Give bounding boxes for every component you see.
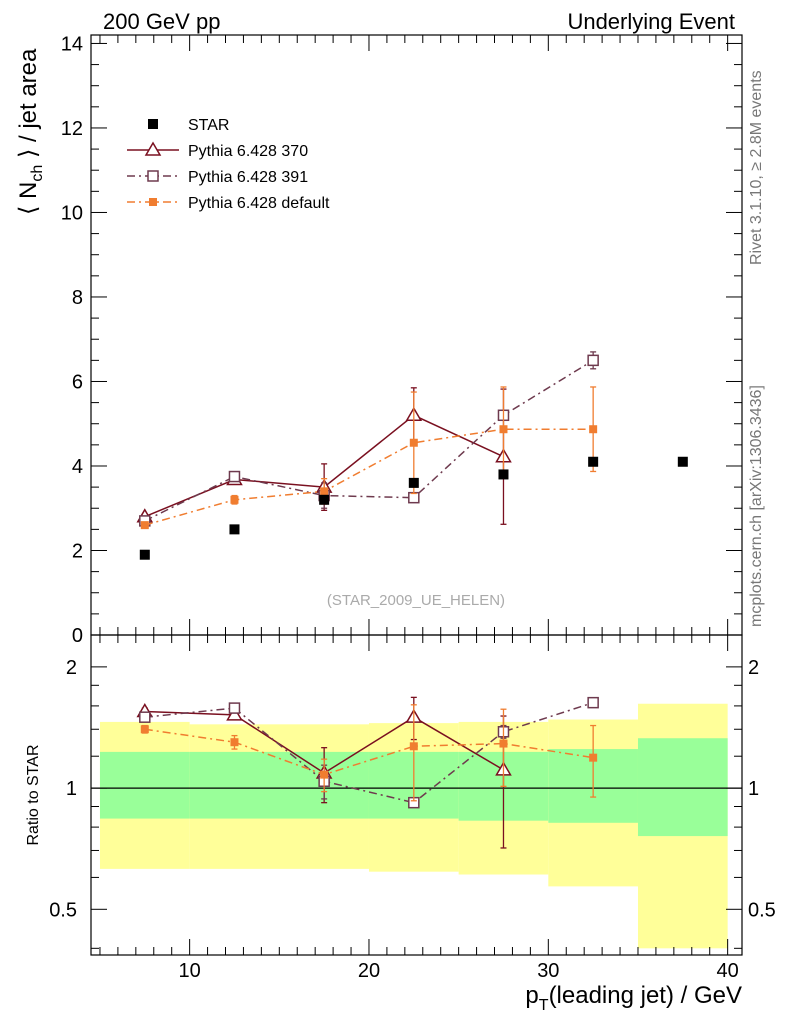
legend-label: Pythia 6.428 default [188, 195, 330, 212]
legend-marker [144, 141, 162, 156]
ratio-y-tick-label-right: 1 [748, 778, 759, 800]
main-panel: 0 2 4 6 8 10 12 14 ⟨ Nch ⟩ / jet area (STAR_200… [15, 33, 743, 647]
uncertainty-band-inner [637, 738, 728, 837]
main-y-tick-label: 6 [72, 371, 83, 393]
star-data-point [408, 477, 419, 488]
star-data-point [319, 494, 330, 505]
ratio-y-tick-label: 1 [66, 778, 77, 800]
ratio-data-point [226, 706, 243, 721]
main-y-tick-label: 14 [61, 33, 83, 55]
ratio-ticks: 0.5 0.5 1 1 2 2 10 20 30 40 [49, 635, 776, 982]
ratio-panel-frame [90, 634, 743, 956]
collision-label: 200 GeV pp [103, 9, 220, 34]
legend-label: Pythia 6.428 370 [188, 143, 308, 160]
ratio-y-tick-label-right: 2 [748, 657, 759, 679]
main-series [136, 351, 688, 560]
star-data-point [229, 524, 240, 535]
ratio-data-point [140, 725, 149, 734]
x-tick-label: 20 [358, 960, 380, 982]
star-data-point [498, 469, 509, 480]
main-y-ticks: 0 2 4 6 8 10 12 14 [61, 33, 742, 647]
ratio-data-point [589, 753, 598, 762]
ratio-series-line [144, 728, 594, 776]
data-point [408, 491, 420, 504]
x-tick-label: 10 [179, 960, 201, 982]
ratio-data-point [230, 738, 239, 747]
ratio-panel: 0.5 0.5 1 1 2 2 10 20 30 40 Ratio to STAR pT(lead… [25, 634, 776, 1014]
series-line [144, 359, 594, 522]
legend-label: Pythia 6.428 391 [188, 169, 308, 186]
ratio-series [136, 696, 599, 849]
data-point [140, 521, 149, 530]
ratio-y-tick-label: 0.5 [49, 899, 77, 921]
analysis-label: Underlying Event [567, 9, 735, 34]
ratio-data-point [499, 739, 508, 748]
ratio-series-line [144, 701, 594, 804]
main-y-tick-label: 8 [72, 287, 83, 309]
star-data-point [139, 549, 150, 560]
star-data-point [677, 456, 688, 467]
legend-marker [147, 170, 159, 182]
x-tick-label: 30 [537, 960, 559, 982]
ratio-y-label: Ratio to STAR [25, 744, 42, 845]
ratio-data-point [320, 770, 329, 779]
data-point [409, 438, 418, 447]
ratio-y-tick-label-right: 0.5 [748, 899, 776, 921]
legend-label: STAR [188, 117, 229, 134]
rivet-version-label: Rivet 3.1.10, ≥ 2.8M events [748, 70, 765, 265]
ratio-data-point [409, 742, 418, 751]
legend-marker [148, 119, 158, 129]
mcplots-label: mcplots.cern.ch [arXiv:1306.3436] [748, 385, 765, 627]
data-point [230, 495, 239, 504]
legend-marker [149, 198, 157, 206]
main-y-tick-label: 2 [72, 540, 83, 562]
main-y-tick-label: 0 [72, 625, 83, 647]
x-axis-label: pT(leading jet) / GeV [525, 982, 742, 1014]
legend: STAR Pythia 6.428 370 Pythia 6.428 391 Pyth… [127, 117, 330, 212]
data-point [499, 425, 508, 434]
ratio-data-point [228, 702, 241, 714]
uncertainty-band-inner [99, 751, 190, 819]
main-y-tick-label: 4 [72, 456, 83, 478]
ratio-data-point [587, 696, 599, 709]
ratio-y-tick-label: 2 [66, 657, 77, 679]
ratio-data-point [139, 711, 151, 723]
main-y-tick-label: 12 [61, 118, 83, 140]
x-tick-label: 40 [717, 960, 739, 982]
data-point [589, 425, 598, 434]
series-line [144, 428, 594, 526]
analysis-tag: (STAR_2009_UE_HELEN) [327, 592, 505, 609]
data-point [228, 470, 241, 483]
main-y-tick-label: 10 [61, 202, 83, 224]
star-data-point [588, 456, 599, 467]
data-point [587, 354, 599, 367]
main-y-label: ⟨ Nch ⟩ / jet area [15, 48, 46, 215]
data-point [320, 487, 329, 496]
